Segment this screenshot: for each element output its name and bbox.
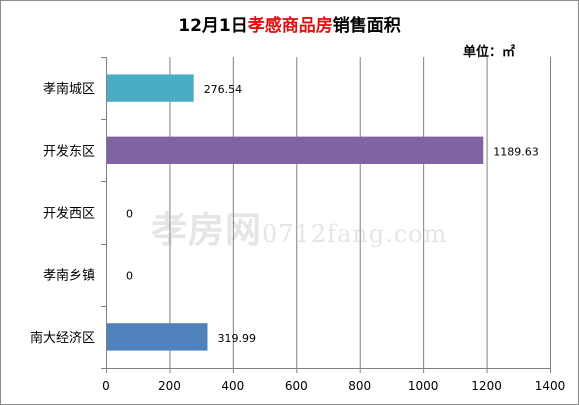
title-prefix: 12月1日 [178,16,248,36]
watermark-brand: 孝房网 [151,210,263,251]
category-label-2: 开发西区 [43,206,95,222]
watermark: 孝房网0712fang.com [151,201,447,253]
category-label-1: 开发东区 [43,143,95,159]
x-tick-label-800: 800 [348,379,371,393]
value-label-1: 1189.63 [493,145,539,158]
value-label-4: 319.99 [217,332,256,345]
bar-1 [107,136,484,164]
value-label-0: 276.54 [204,83,243,96]
unit-label: 单位：㎡ [463,45,516,60]
bar-0 [107,74,194,102]
x-tick-label-1000: 1000 [408,379,439,393]
x-tick-label-400: 400 [221,379,244,393]
title-highlight: 孝感商品房 [247,16,333,36]
x-tick-label-1200: 1200 [471,379,502,393]
category-label-4: 南大经济区 [30,330,95,346]
x-tick-label-0: 0 [102,379,110,393]
x-tick-label-600: 600 [285,379,308,393]
watermark-domain: 0712fang.com [262,220,448,248]
category-label-0: 孝南城区 [43,81,95,97]
chart-title: 12月1日孝感商品房销售面积 [1,11,578,36]
x-tick-label-200: 200 [158,379,181,393]
bar-4 [107,323,208,351]
title-suffix: 销售面积 [332,16,401,36]
value-label-2: 0 [126,208,133,221]
value-label-3: 0 [126,270,133,283]
category-label-3: 孝南乡镇 [43,268,95,284]
x-tick-label-1400: 1400 [535,379,566,393]
